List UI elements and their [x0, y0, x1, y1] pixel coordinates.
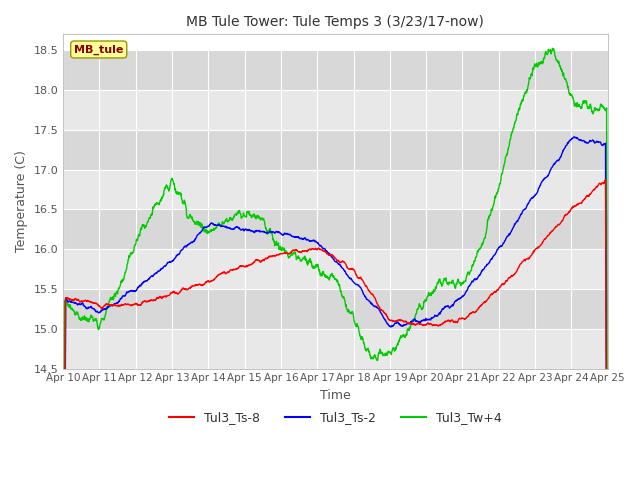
Bar	[63, 329, 608, 369]
Bar	[63, 130, 608, 169]
Bar	[63, 289, 608, 329]
Bar	[63, 90, 608, 130]
Legend: Tul3_Ts-8, Tul3_Ts-2, Tul3_Tw+4: Tul3_Ts-8, Tul3_Ts-2, Tul3_Tw+4	[164, 406, 507, 429]
Title: MB Tule Tower: Tule Temps 3 (3/23/17-now): MB Tule Tower: Tule Temps 3 (3/23/17-now…	[186, 15, 484, 29]
Text: MB_tule: MB_tule	[74, 44, 124, 55]
Bar	[63, 50, 608, 90]
X-axis label: Time: Time	[320, 389, 351, 402]
Y-axis label: Temperature (C): Temperature (C)	[15, 151, 28, 252]
Bar	[63, 249, 608, 289]
Bar	[63, 209, 608, 249]
Bar	[63, 169, 608, 209]
